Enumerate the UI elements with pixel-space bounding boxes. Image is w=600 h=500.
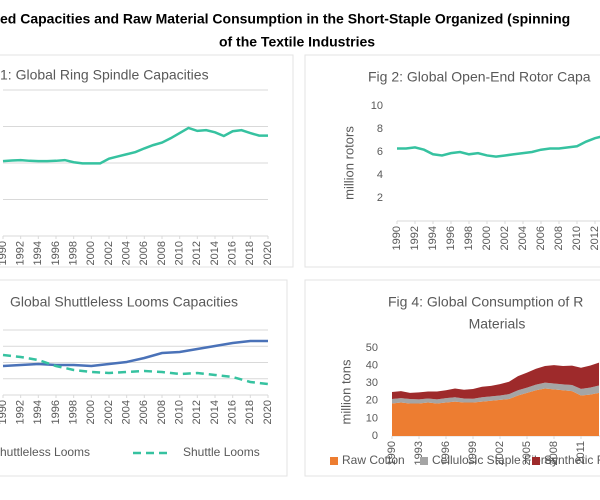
x-tick-label: 1998 — [68, 241, 80, 265]
legend-swatch — [532, 457, 540, 465]
legend-swatch — [330, 457, 338, 465]
x-tick-label: 1990 — [0, 400, 9, 424]
y-axis-title: million tons — [338, 359, 353, 425]
panel — [304, 54, 600, 268]
main-title: ed Capacities and Raw Material Consumpti… — [0, 11, 570, 27]
main-title: of the Textile Industries — [219, 34, 375, 50]
x-tick-label: 2006 — [138, 400, 150, 424]
x-tick-label: 2012 — [589, 226, 600, 250]
x-tick-label: 1996 — [445, 226, 457, 250]
y-tick-label: 8 — [377, 123, 383, 135]
x-tick-label: 1992 — [409, 226, 421, 250]
y-tick-label: 20 — [366, 395, 378, 407]
x-tick-label: 2002 — [103, 241, 115, 265]
legend-label: Cellulosic Staple Fibres — [432, 453, 557, 467]
y-tick-label: 40 — [366, 360, 378, 372]
y-tick-label: 6 — [377, 146, 383, 158]
y-tick-label: 2 — [377, 192, 383, 204]
x-tick-label: 2020 — [262, 400, 274, 424]
x-tick-label: 2010 — [571, 226, 583, 250]
x-tick-label: 2000 — [85, 241, 97, 265]
legend-swatch — [420, 457, 428, 465]
chart-title: 1: Global Ring Spindle Capacities — [0, 67, 209, 83]
line — [397, 135, 600, 158]
chart-title: Materials — [469, 316, 526, 332]
x-tick-label: 2016 — [227, 241, 239, 265]
x-tick-label: 2020 — [262, 241, 274, 265]
x-tick-label: 1996 — [440, 441, 452, 465]
x-tick-label: 1996 — [50, 400, 62, 424]
x-tick-label: 1992 — [15, 241, 27, 265]
x-tick-label: 1999 — [467, 441, 479, 465]
area — [392, 362, 599, 400]
x-tick-label: 2000 — [481, 226, 493, 250]
x-tick-label: 2002 — [499, 226, 511, 250]
x-tick-label: 2016 — [227, 400, 239, 424]
legend-label: Raw Cotton — [342, 453, 405, 467]
x-tick-label: 1990 — [391, 226, 403, 250]
x-tick-label: 1996 — [50, 241, 62, 265]
y-tick-label: 0 — [372, 430, 378, 442]
y-tick-label: 50 — [366, 342, 378, 354]
x-tick-label: 1992 — [15, 400, 27, 424]
x-tick-label: 2010 — [174, 241, 186, 265]
x-tick-label: 2002 — [494, 441, 506, 465]
chart-title: Fig 4: Global Consumption of R — [388, 294, 583, 310]
x-tick-label: 2012 — [191, 241, 203, 265]
panel — [0, 54, 294, 268]
area — [392, 388, 599, 436]
legend-label: Shuttle Looms — [183, 445, 260, 459]
chart-title: Fig 2: Global Open-End Rotor Capa — [368, 69, 591, 85]
x-tick-label: 1994 — [32, 400, 44, 424]
x-tick-label: 2008 — [548, 441, 560, 465]
x-tick-label: 2014 — [209, 241, 221, 265]
x-tick-label: 2005 — [521, 441, 533, 465]
panel — [304, 279, 600, 477]
x-tick-label: 2002 — [103, 400, 115, 424]
y-tick-label: 10 — [366, 412, 378, 424]
line — [2, 339, 268, 368]
legend-label: Shuttleless Looms — [0, 445, 90, 459]
x-tick-label: 1998 — [463, 226, 475, 250]
x-tick-label: 2011 — [575, 441, 587, 465]
legend-label: Synthetic Fibres — [544, 453, 600, 467]
x-tick-label: 2018 — [244, 400, 256, 424]
y-axis-title: million rotors — [341, 126, 356, 200]
x-tick-label: 2004 — [517, 226, 529, 250]
x-tick-label: 1994 — [32, 241, 44, 265]
line — [2, 126, 268, 165]
x-tick-label: 2000 — [85, 400, 97, 424]
x-tick-label: 2004 — [121, 241, 133, 265]
x-tick-label: 2006 — [138, 241, 150, 265]
x-tick-label: 2004 — [121, 400, 133, 424]
x-tick-label: 2010 — [174, 400, 186, 424]
line — [2, 353, 269, 386]
x-tick-label: 2008 — [553, 226, 565, 250]
x-tick-label: 2006 — [535, 226, 547, 250]
x-tick-label: 1990 — [386, 441, 398, 465]
y-tick-label: 4 — [377, 169, 383, 181]
x-tick-label: 2012 — [191, 400, 203, 424]
area — [392, 382, 599, 404]
chart-title: Global Shuttleless Looms Capacities — [10, 294, 238, 310]
x-tick-label: 2008 — [156, 400, 168, 424]
y-tick-label: 30 — [366, 377, 378, 389]
x-tick-label: 2008 — [156, 241, 168, 265]
x-tick-label: 1990 — [0, 241, 9, 265]
y-tick-label: 10 — [371, 100, 383, 112]
x-tick-label: 2014 — [209, 400, 221, 424]
x-tick-label: 1994 — [427, 226, 439, 250]
x-tick-label: 2018 — [244, 241, 256, 265]
x-tick-label: 1998 — [68, 400, 80, 424]
panel — [0, 279, 288, 477]
